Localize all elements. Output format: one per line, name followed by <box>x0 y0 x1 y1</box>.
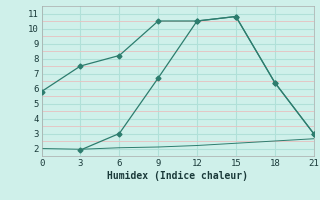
X-axis label: Humidex (Indice chaleur): Humidex (Indice chaleur) <box>107 171 248 181</box>
